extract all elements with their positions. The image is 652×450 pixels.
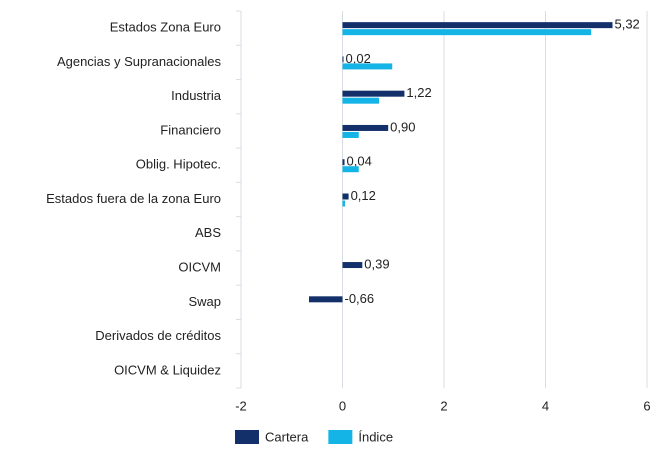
y-tick-label: Financiero bbox=[160, 122, 221, 137]
value-label: 0,04 bbox=[347, 154, 372, 169]
x-tick-label: 0 bbox=[339, 398, 346, 413]
value-label: -0,66 bbox=[345, 291, 375, 306]
y-tick-label: Swap bbox=[188, 294, 221, 309]
x-tick-label: 2 bbox=[440, 398, 447, 413]
value-label: 0,39 bbox=[364, 256, 389, 271]
value-label: 0,12 bbox=[351, 188, 376, 203]
bar bbox=[342, 90, 405, 97]
bar bbox=[342, 29, 592, 36]
y-tick-label: Agencias y Supranacionales bbox=[57, 54, 222, 69]
bar bbox=[342, 22, 613, 29]
value-label: 0,90 bbox=[390, 119, 415, 134]
x-tick-label: 6 bbox=[643, 398, 650, 413]
bar bbox=[342, 97, 380, 104]
bar bbox=[342, 131, 359, 138]
bar bbox=[342, 193, 349, 200]
y-tick-label: ABS bbox=[195, 225, 221, 240]
y-tick-label: OICVM & Liquidez bbox=[114, 362, 221, 377]
y-tick-label: Estados fuera de la zona Euro bbox=[46, 191, 221, 206]
x-tick-label: -2 bbox=[235, 398, 247, 413]
bar bbox=[342, 56, 344, 63]
bar bbox=[342, 166, 359, 173]
y-tick-label: Estados Zona Euro bbox=[110, 20, 221, 35]
y-tick-label: Industria bbox=[171, 88, 222, 103]
bar bbox=[342, 63, 393, 70]
bar bbox=[342, 124, 389, 131]
bar bbox=[309, 296, 343, 303]
legend-swatch bbox=[328, 430, 353, 444]
bar bbox=[342, 159, 345, 166]
value-label: 0,02 bbox=[346, 51, 371, 66]
value-label: 1,22 bbox=[406, 85, 431, 100]
legend-swatch bbox=[235, 430, 259, 444]
legend-label: Índice bbox=[358, 429, 393, 444]
y-tick-label: OICVM bbox=[178, 259, 221, 274]
bar bbox=[342, 262, 363, 269]
y-tick-label: Oblig. Hipotec. bbox=[136, 157, 221, 172]
y-tick-label: Derivados de créditos bbox=[95, 328, 221, 343]
value-label: 5,32 bbox=[614, 17, 639, 32]
legend-label: Cartera bbox=[265, 429, 309, 444]
bar bbox=[342, 200, 346, 207]
x-tick-label: 4 bbox=[542, 398, 549, 413]
